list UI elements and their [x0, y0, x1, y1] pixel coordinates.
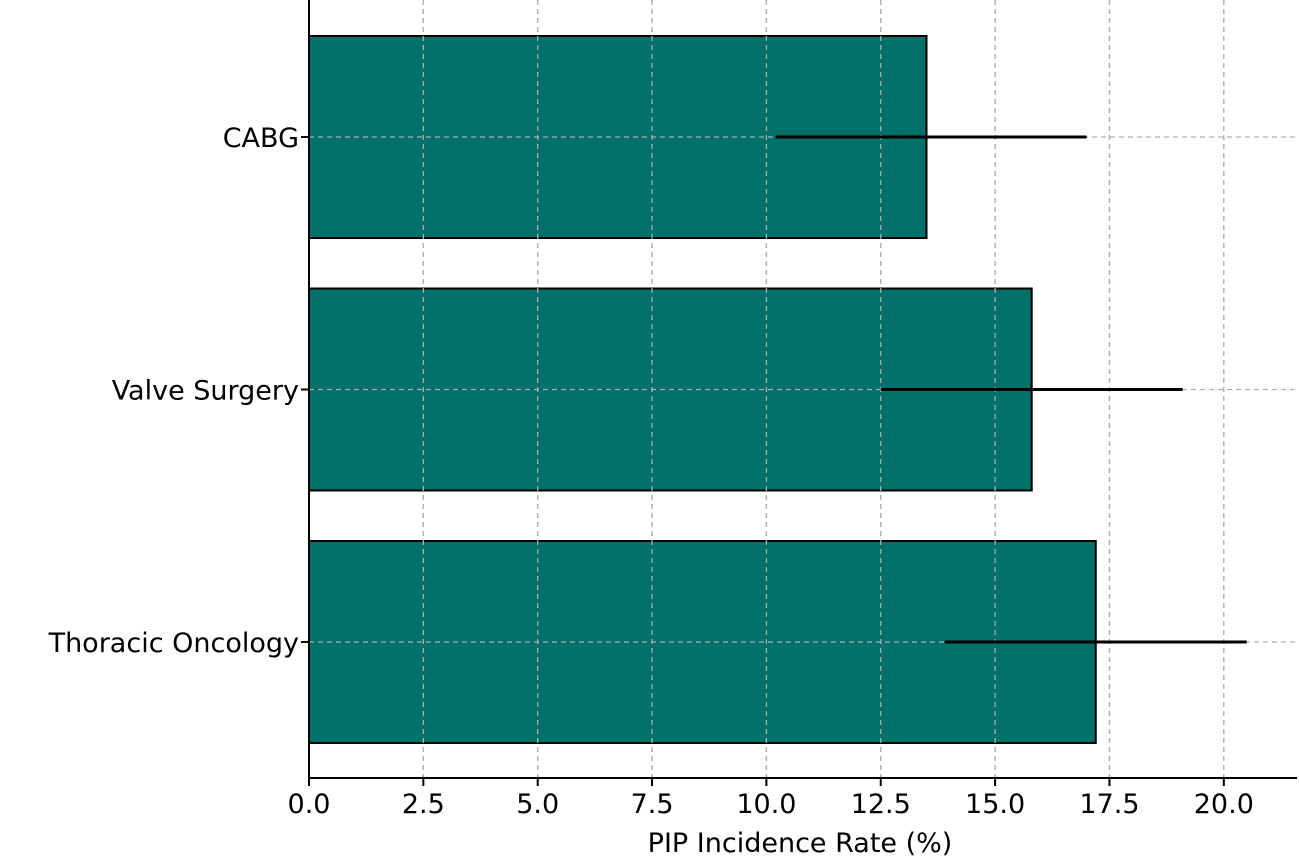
x-tick-label: 5.0: [516, 789, 559, 820]
x-tick-label: 10.0: [736, 789, 796, 820]
x-tick-label: 17.5: [1079, 789, 1139, 820]
y-tick-label: Thoracic Oncology: [48, 628, 299, 659]
x-tick-label: 7.5: [631, 789, 674, 820]
x-tick-label: 0.0: [288, 789, 331, 820]
x-tick-label: 2.5: [402, 789, 445, 820]
axes: 0.0 2.5 5.0 7.5 10.0 12.5 15.0 17.5 20.0 CABG Valv…: [48, 0, 1297, 820]
x-tick-label: 15.0: [965, 789, 1025, 820]
x-tick-label: 20.0: [1194, 789, 1254, 820]
y-tick-label: CABG: [223, 123, 299, 154]
y-tick-label: Valve Surgery: [112, 376, 299, 407]
x-tick-label: 12.5: [851, 789, 911, 820]
x-axis-title: PIP Incidence Rate (%): [648, 828, 953, 859]
